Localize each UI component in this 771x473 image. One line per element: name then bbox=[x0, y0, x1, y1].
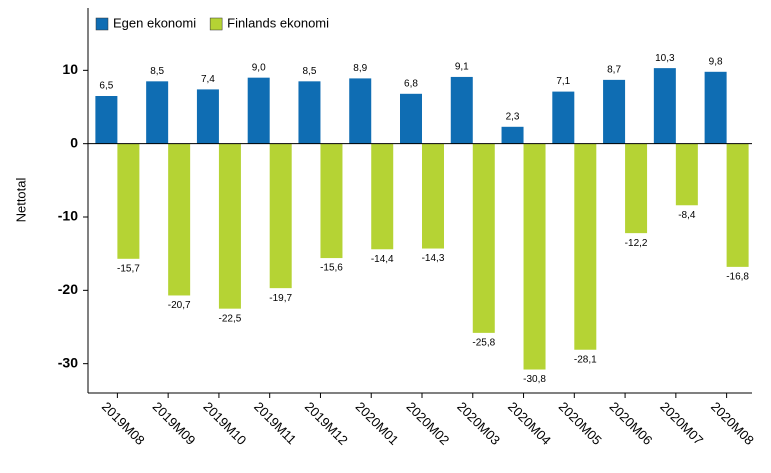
x-tick-label: 2020M06 bbox=[607, 399, 656, 448]
x-tick-label: 2020M01 bbox=[353, 399, 402, 448]
bar bbox=[653, 68, 676, 144]
bar bbox=[218, 143, 241, 309]
x-tick-label: 2020M04 bbox=[505, 399, 554, 448]
value-label: -25,8 bbox=[472, 338, 495, 349]
value-label: 9,0 bbox=[252, 62, 266, 73]
y-tick-label: -20 bbox=[58, 281, 78, 297]
x-tick-label: 2020M03 bbox=[454, 399, 503, 448]
y-tick-label: -30 bbox=[58, 354, 78, 370]
value-label: 8,7 bbox=[607, 65, 621, 76]
legend-label: Finlands ekonomi bbox=[227, 15, 329, 30]
value-label: -22,5 bbox=[219, 313, 242, 324]
value-label: -19,7 bbox=[269, 293, 292, 304]
x-tick-label: 2019M12 bbox=[302, 399, 351, 448]
value-label: -30,8 bbox=[523, 374, 546, 385]
x-tick-label: 2020M08 bbox=[708, 399, 757, 448]
bar bbox=[603, 79, 626, 144]
bar bbox=[298, 81, 321, 144]
bar bbox=[422, 143, 444, 249]
value-label: 9,8 bbox=[709, 56, 723, 67]
value-label: 7,4 bbox=[201, 74, 215, 85]
bar bbox=[625, 143, 648, 234]
value-label: 9,1 bbox=[455, 62, 469, 73]
legend-swatch bbox=[209, 17, 223, 31]
value-label: -15,7 bbox=[117, 263, 140, 274]
value-label: 8,5 bbox=[150, 66, 164, 77]
bar bbox=[371, 143, 394, 250]
x-tick-label: 2020M07 bbox=[657, 399, 706, 448]
value-label: -14,4 bbox=[371, 254, 394, 265]
bar bbox=[349, 78, 372, 144]
y-tick-label: -10 bbox=[58, 208, 78, 224]
bar bbox=[501, 126, 524, 144]
bar bbox=[726, 143, 749, 267]
bar bbox=[574, 143, 597, 350]
value-label: 6,5 bbox=[99, 81, 113, 92]
legend-label: Egen ekonomi bbox=[113, 15, 196, 30]
bar bbox=[95, 96, 118, 144]
value-label: 6,8 bbox=[404, 78, 418, 89]
value-label: -15,6 bbox=[320, 263, 343, 274]
legend-swatch bbox=[95, 17, 109, 31]
y-axis-label: Nettotal bbox=[13, 177, 28, 222]
y-tick-label: 10 bbox=[62, 61, 78, 77]
value-label: -8,4 bbox=[678, 210, 696, 221]
bar bbox=[675, 143, 698, 206]
x-tick-label: 2019M09 bbox=[150, 399, 199, 448]
value-label: -28,1 bbox=[574, 354, 597, 365]
bar bbox=[704, 71, 727, 144]
value-label: -20,7 bbox=[168, 300, 191, 311]
x-tick-label: 2019M11 bbox=[251, 399, 299, 447]
bar bbox=[472, 143, 495, 333]
x-tick-label: 2019M08 bbox=[99, 399, 148, 448]
bar bbox=[146, 81, 169, 144]
value-label: 8,9 bbox=[353, 63, 367, 74]
bar bbox=[523, 143, 546, 370]
bar bbox=[117, 143, 140, 259]
value-label: 2,3 bbox=[506, 111, 520, 122]
value-label: -14,3 bbox=[422, 253, 445, 264]
x-tick-label: 2020M05 bbox=[556, 399, 605, 448]
value-label: -12,2 bbox=[625, 238, 648, 249]
value-label: 7,1 bbox=[556, 76, 570, 87]
bar bbox=[552, 91, 575, 144]
bar bbox=[400, 93, 422, 144]
bar bbox=[450, 76, 473, 144]
value-label: -16,8 bbox=[726, 272, 749, 283]
bar bbox=[269, 143, 292, 289]
bar bbox=[196, 89, 219, 144]
y-tick-label: 0 bbox=[70, 134, 78, 150]
bar bbox=[168, 143, 191, 296]
bar bbox=[247, 77, 270, 144]
bar bbox=[320, 143, 343, 259]
x-tick-label: 2020M02 bbox=[403, 399, 452, 448]
value-label: 10,3 bbox=[655, 53, 675, 64]
value-label: 8,5 bbox=[303, 66, 317, 77]
x-tick-label: 2019M10 bbox=[200, 399, 249, 448]
